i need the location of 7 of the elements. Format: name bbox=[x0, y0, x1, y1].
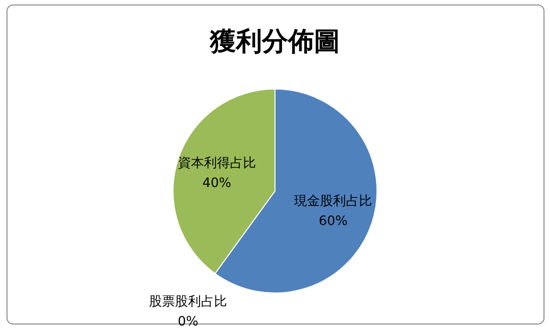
data-label: 60% bbox=[318, 214, 348, 229]
category-label: 股票股利占比 bbox=[149, 294, 228, 310]
chart-title: 獲利分佈圖 bbox=[209, 27, 340, 57]
text: 0% bbox=[178, 314, 198, 330]
slice-label: 資本利得占比 bbox=[178, 156, 256, 172]
data-label: 40% bbox=[202, 176, 232, 192]
slice-label: 現金股利占比 bbox=[294, 194, 372, 209]
